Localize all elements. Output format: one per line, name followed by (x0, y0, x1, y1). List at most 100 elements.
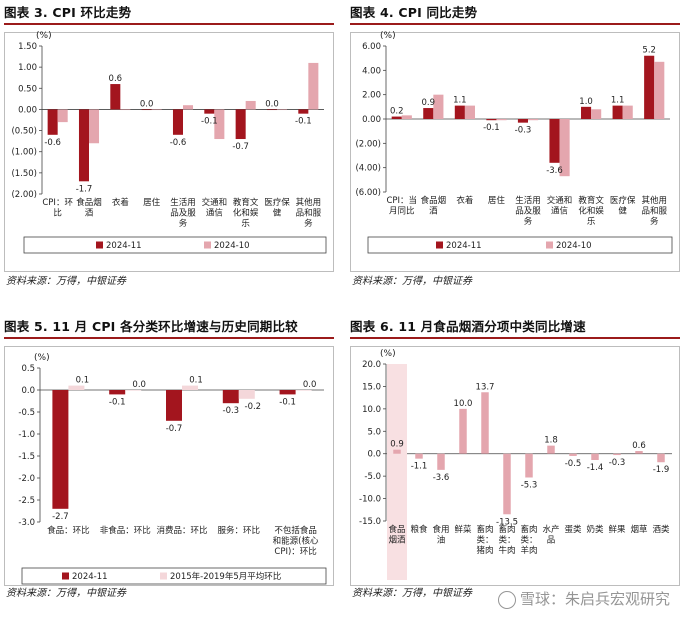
bar (125, 390, 142, 391)
legend-swatch (96, 241, 103, 249)
data-label: -13.5 (496, 517, 518, 527)
bar (454, 105, 465, 119)
x-category-label: 鲜果 (608, 524, 626, 535)
y-tick-label: -0.5 (18, 408, 35, 418)
legend-swatch (62, 572, 69, 580)
x-category-label: CPI：当 (386, 195, 417, 206)
chart-panel-category-mom: 图表 5. 11 月 CPI 各分类环比增速与历史同期比较 (%) -3.0 -2.… (4, 316, 334, 606)
y-tick-label: 0.50 (18, 84, 37, 94)
bar (481, 392, 489, 454)
chart-frame (350, 32, 680, 272)
x-category-label: 粮食 (410, 524, 428, 535)
x-category-label: 医疗保 (264, 197, 290, 208)
bar (109, 390, 126, 395)
data-label: -1.7 (76, 184, 93, 194)
x-category-label: 乐 (587, 216, 596, 227)
bar (423, 108, 434, 119)
y-tick-label: 20.0 (362, 360, 381, 370)
bar (591, 109, 602, 119)
x-category-label: 食品烟 (421, 195, 447, 206)
y-tick-label: 2.00 (362, 91, 381, 101)
x-category-label: 畜肉 (476, 524, 493, 535)
data-label: 0.9 (390, 440, 404, 450)
x-category-label: 畜肉 (498, 524, 515, 535)
y-tick-label: 0.00 (362, 115, 381, 125)
x-category-label: 化和娱 (233, 208, 259, 219)
x-category-label: 服务：环比 (218, 525, 261, 536)
legend-label: 2024-11 (72, 572, 108, 582)
x-category-label: 生活用 (170, 197, 196, 208)
legend-box (367, 236, 673, 254)
bar (503, 453, 511, 515)
y-tick-label: 10.0 (362, 405, 381, 415)
bar (182, 385, 198, 390)
y-tick-label: 6.00 (362, 42, 381, 52)
x-category-label: 食品 (388, 524, 405, 535)
title-underline (4, 337, 334, 339)
data-label: 1.0 (579, 97, 593, 107)
x-category-label: 务 (524, 216, 533, 227)
bar (110, 84, 121, 110)
y-tick-label: -15.0 (359, 517, 381, 527)
data-label: 1.8 (544, 436, 558, 446)
y-tick-label: -5.0 (364, 472, 381, 482)
bar (47, 109, 58, 135)
x-category-label: CPI)：环比 (274, 546, 316, 557)
data-label: -0.7 (166, 424, 183, 434)
legend-label: 2015年-2019年5月平均环比 (170, 571, 281, 582)
data-label: 1.1 (611, 96, 625, 106)
legend-label: 2024-11 (446, 241, 482, 251)
x-category-label: 衣着 (112, 197, 129, 208)
bar (415, 453, 423, 459)
y-axis-unit: (%) (380, 349, 396, 359)
x-category-label: 油 (437, 535, 446, 546)
bar (172, 109, 183, 135)
data-label: -0.1 (483, 123, 500, 133)
bar (266, 109, 277, 111)
x-category-label: 和能源(核心 (273, 536, 319, 547)
x-category-label: 居住 (143, 197, 161, 208)
snowball-logo-icon (497, 590, 516, 609)
bar (68, 385, 85, 390)
x-category-label: 酒 (429, 207, 438, 217)
data-label: -0.6 (44, 138, 61, 148)
data-label: 0.0 (265, 99, 279, 109)
data-label: -3.6 (433, 473, 450, 483)
x-category-label: 不包括食品 (274, 525, 317, 536)
y-tick-label: (4.00) (355, 164, 381, 174)
bar (613, 453, 621, 456)
x-category-label: 畜肉 (520, 524, 537, 535)
legend-label: 2024-11 (106, 241, 142, 251)
bar (183, 105, 194, 110)
x-category-label: 通信 (206, 208, 224, 219)
bar (279, 390, 296, 395)
x-category-label: 交通和 (547, 195, 573, 206)
x-category-label: 医疗保 (610, 195, 636, 206)
x-category-label: 食品烟 (76, 197, 102, 208)
y-tick-label: (1.50) (11, 169, 37, 179)
x-category-label: 品和服 (296, 209, 322, 219)
x-category-label: 健 (273, 208, 282, 219)
chart-title: 图表 5. 11 月 CPI 各分类环比增速与历史同期比较 (4, 319, 298, 334)
bar (393, 449, 401, 454)
x-category-label: 健 (618, 206, 627, 217)
chart-panel-cpi-mom: 图表 3. CPI 环比走势 (%) (2.00) (1.50) (1.00) (0.5… (4, 2, 334, 292)
bar (120, 109, 131, 111)
data-label: -0.1 (295, 117, 312, 127)
x-category-label: 烟草 (630, 524, 648, 535)
data-label: -1.1 (411, 462, 428, 472)
bar (401, 115, 412, 119)
bar (612, 105, 623, 119)
x-category-label: 品及服 (515, 207, 541, 217)
y-tick-label: -10.0 (359, 495, 381, 505)
x-category-label: 食用 (432, 524, 449, 535)
y-axis-unit: (%) (34, 353, 50, 363)
data-label: -0.1 (201, 117, 218, 127)
data-label: -1.4 (587, 463, 604, 473)
x-category-label: 消费品：环比 (156, 525, 207, 536)
title-underline (350, 23, 680, 25)
data-label: -0.5 (565, 459, 582, 469)
x-category-label: 奶类 (586, 524, 604, 535)
bar (298, 109, 309, 114)
bar (654, 61, 665, 119)
